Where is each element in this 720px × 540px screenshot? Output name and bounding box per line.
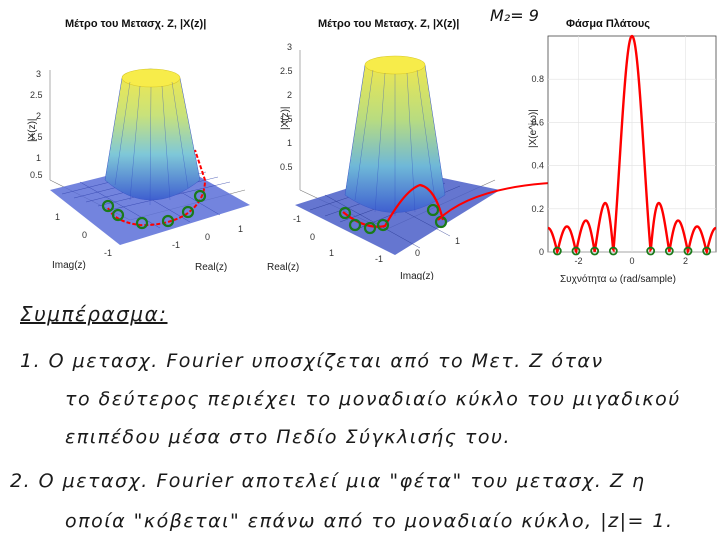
middle-plot-title: Μέτρο του Μετασχ. Ζ, |X(z)| xyxy=(318,18,460,30)
left-xtick: 1 xyxy=(238,224,243,234)
spectrum-xtick: 0 xyxy=(629,256,634,266)
spectrum-xlabel: Συχνότητα ω (rad/sample) xyxy=(560,273,676,285)
middle-ztick: 0.5 xyxy=(280,162,293,172)
spectrum-zero-marker xyxy=(683,246,693,256)
left-ztick: 2.5 xyxy=(30,90,43,100)
left-ztick: 1 xyxy=(36,153,41,163)
notes-line-2: το δεύτερος περιέχει το μοναδιαίο κύκλο … xyxy=(65,388,681,410)
left-ztick: 3 xyxy=(36,69,41,79)
spectrum-title: Φάσμα Πλάτους xyxy=(566,18,650,30)
left-ylabel: Imag(z) xyxy=(52,260,86,271)
left-ztick: 2 xyxy=(36,111,41,121)
spectrum-zero-marker xyxy=(571,246,581,256)
left-ytick: 0 xyxy=(82,230,87,240)
spectrum-ytick: 0 xyxy=(539,247,544,257)
left-xtick: 0 xyxy=(205,232,210,242)
left-xtick: -1 xyxy=(172,240,180,250)
middle-xtick: -1 xyxy=(375,254,383,264)
middle-surface-plot: 3 2.5 2 1.5 1 0.5 -1 0 1 -1 0 1 |X(z)| R… xyxy=(267,42,500,280)
middle-ytick: -1 xyxy=(293,214,301,224)
left-ytick: -1 xyxy=(104,248,112,258)
left-plot-title: Μέτρο του Μετασχ. Ζ, |X(z)| xyxy=(65,18,207,30)
middle-ztick: 1.5 xyxy=(280,114,293,124)
spectrum-zero-marker xyxy=(702,246,712,256)
spectrum-ylabel: |X(e^jω)| xyxy=(528,109,539,148)
spectrum-zero-marker xyxy=(552,246,562,256)
middle-ylabel: Real(z) xyxy=(267,262,299,273)
notes-line-3: επιπέδου μέσα στο Πεδίο Σύγκλισής του. xyxy=(65,426,511,448)
left-surface-plot: 3 2.5 2 1.5 1 0.5 1 0 -1 -1 0 1 |X(z)| I… xyxy=(27,68,250,273)
spectrum-zero-marker xyxy=(608,246,618,256)
spectrum-ytick: 0.6 xyxy=(531,117,544,127)
middle-ytick: 1 xyxy=(329,248,334,258)
middle-xlabel: Imag(z) xyxy=(400,271,434,280)
left-ytick: 1 xyxy=(55,212,60,222)
left-ztick: 0.5 xyxy=(30,170,43,180)
middle-zlabel: |X(z)| xyxy=(280,106,291,130)
middle-xtick: 0 xyxy=(415,248,420,258)
spectrum-ytick: 0.2 xyxy=(531,204,544,214)
spectrum-xtick: 2 xyxy=(683,256,688,266)
spectrum-zero-marker xyxy=(590,246,600,256)
notes-heading: Συμπέρασμα: xyxy=(20,302,168,326)
spectrum-ytick: 0.8 xyxy=(531,74,544,84)
m-label: M₂= 9 xyxy=(490,6,539,25)
spectrum-chart: 0.8 0.6 0.4 0.2 0 -2 0 2 |X(e^jω)| Συχνότητα ω… xyxy=(528,34,717,285)
middle-xtick: 1 xyxy=(455,236,460,246)
spectrum-xtick: -2 xyxy=(575,256,583,266)
spectrum-zero-marker xyxy=(646,246,656,256)
notes-line-1: 1. Ο μετασχ. Fourier υποσχίζεται από το … xyxy=(20,350,604,372)
left-zlabel: |X(z)| xyxy=(27,118,38,142)
notes-line-5: οποία "κόβεται" επάνω από το μοναδιαίο κ… xyxy=(65,510,674,532)
spectrum-ytick: 0.4 xyxy=(531,161,544,171)
middle-ztick: 2 xyxy=(287,90,292,100)
middle-ztick: 2.5 xyxy=(280,66,293,76)
middle-ytick: 0 xyxy=(310,232,315,242)
middle-ztick: 1 xyxy=(287,138,292,148)
left-xlabel: Real(z) xyxy=(195,262,227,273)
spectrum-series-line xyxy=(547,34,717,256)
spectrum-zero-marker xyxy=(664,246,674,256)
left-ztick: 1.5 xyxy=(30,132,43,142)
notes-line-4: 2. Ο μετασχ. Fourier αποτελεί μια "φέτα"… xyxy=(10,470,646,492)
middle-ztick: 3 xyxy=(287,42,292,52)
